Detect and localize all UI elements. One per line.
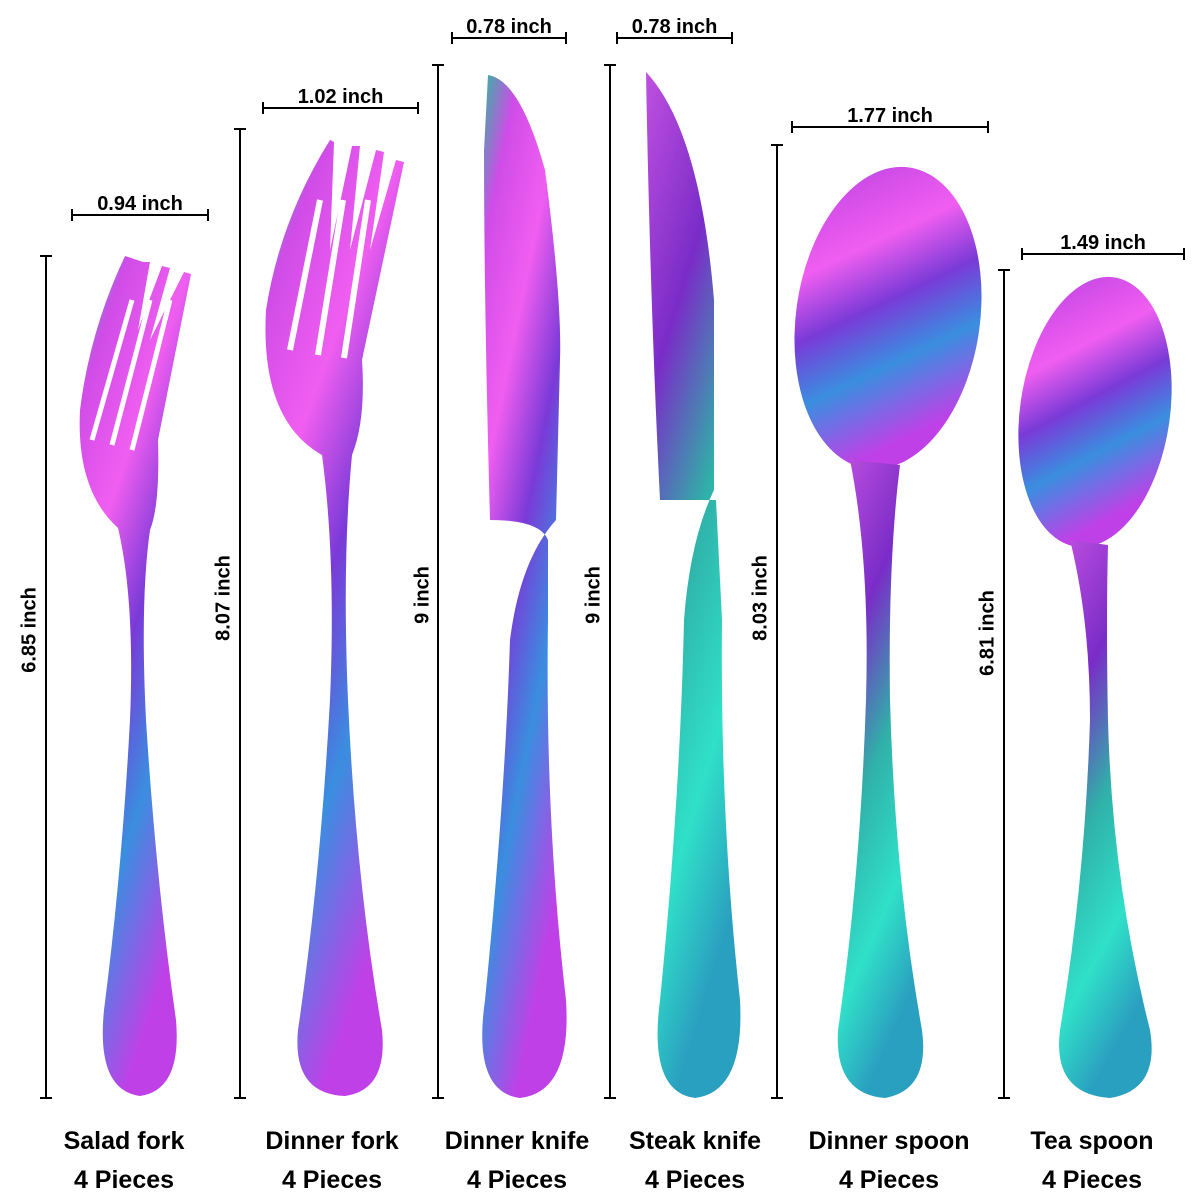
tea-spoon-bowl xyxy=(1018,276,1172,548)
item-count: 4 Pieces xyxy=(839,1166,939,1194)
annotations: 0.94 inch 6.85 inch Salad fork 4 Pieces 1.02… xyxy=(18,16,1185,1194)
length-label: 8.07 inch xyxy=(212,555,234,641)
length-label: 8.03 inch xyxy=(749,555,771,641)
cutlery-illustrations xyxy=(79,72,1172,1098)
item-count: 4 Pieces xyxy=(645,1166,745,1194)
length-label: 9 inch xyxy=(411,566,433,624)
dinner-fork xyxy=(265,140,404,1096)
item-count: 4 Pieces xyxy=(282,1166,382,1194)
salad-fork xyxy=(79,256,191,1096)
length-label: 6.85 inch xyxy=(18,587,40,673)
dinner-spoon-bowl xyxy=(794,166,982,470)
item-count: 4 Pieces xyxy=(1042,1166,1142,1194)
item-name: Steak knife xyxy=(629,1127,761,1155)
item-name: Dinner spoon xyxy=(808,1127,969,1155)
width-label: 1.49 inch xyxy=(1060,232,1146,254)
width-label: 1.02 inch xyxy=(298,86,384,108)
width-label: 0.78 inch xyxy=(466,16,552,38)
width-label: 1.77 inch xyxy=(847,105,933,127)
length-label: 6.81 inch xyxy=(976,590,998,676)
item-name: Salad fork xyxy=(64,1127,185,1155)
dinner-spoon-handle xyxy=(837,460,924,1098)
item-count: 4 Pieces xyxy=(467,1166,567,1194)
tea-spoon-handle xyxy=(1059,540,1152,1098)
dinner-knife xyxy=(482,75,567,1098)
item-name: Tea spoon xyxy=(1030,1127,1153,1155)
steak-knife xyxy=(646,72,741,1098)
width-label: 0.94 inch xyxy=(97,193,183,215)
item-count: 4 Pieces xyxy=(74,1166,174,1194)
item-name: Dinner fork xyxy=(265,1127,398,1155)
length-label: 9 inch xyxy=(582,566,604,624)
width-label: 0.78 inch xyxy=(632,16,718,38)
item-name: Dinner knife xyxy=(445,1127,590,1155)
tine-gaps xyxy=(287,199,371,359)
tine-gaps xyxy=(89,299,173,451)
